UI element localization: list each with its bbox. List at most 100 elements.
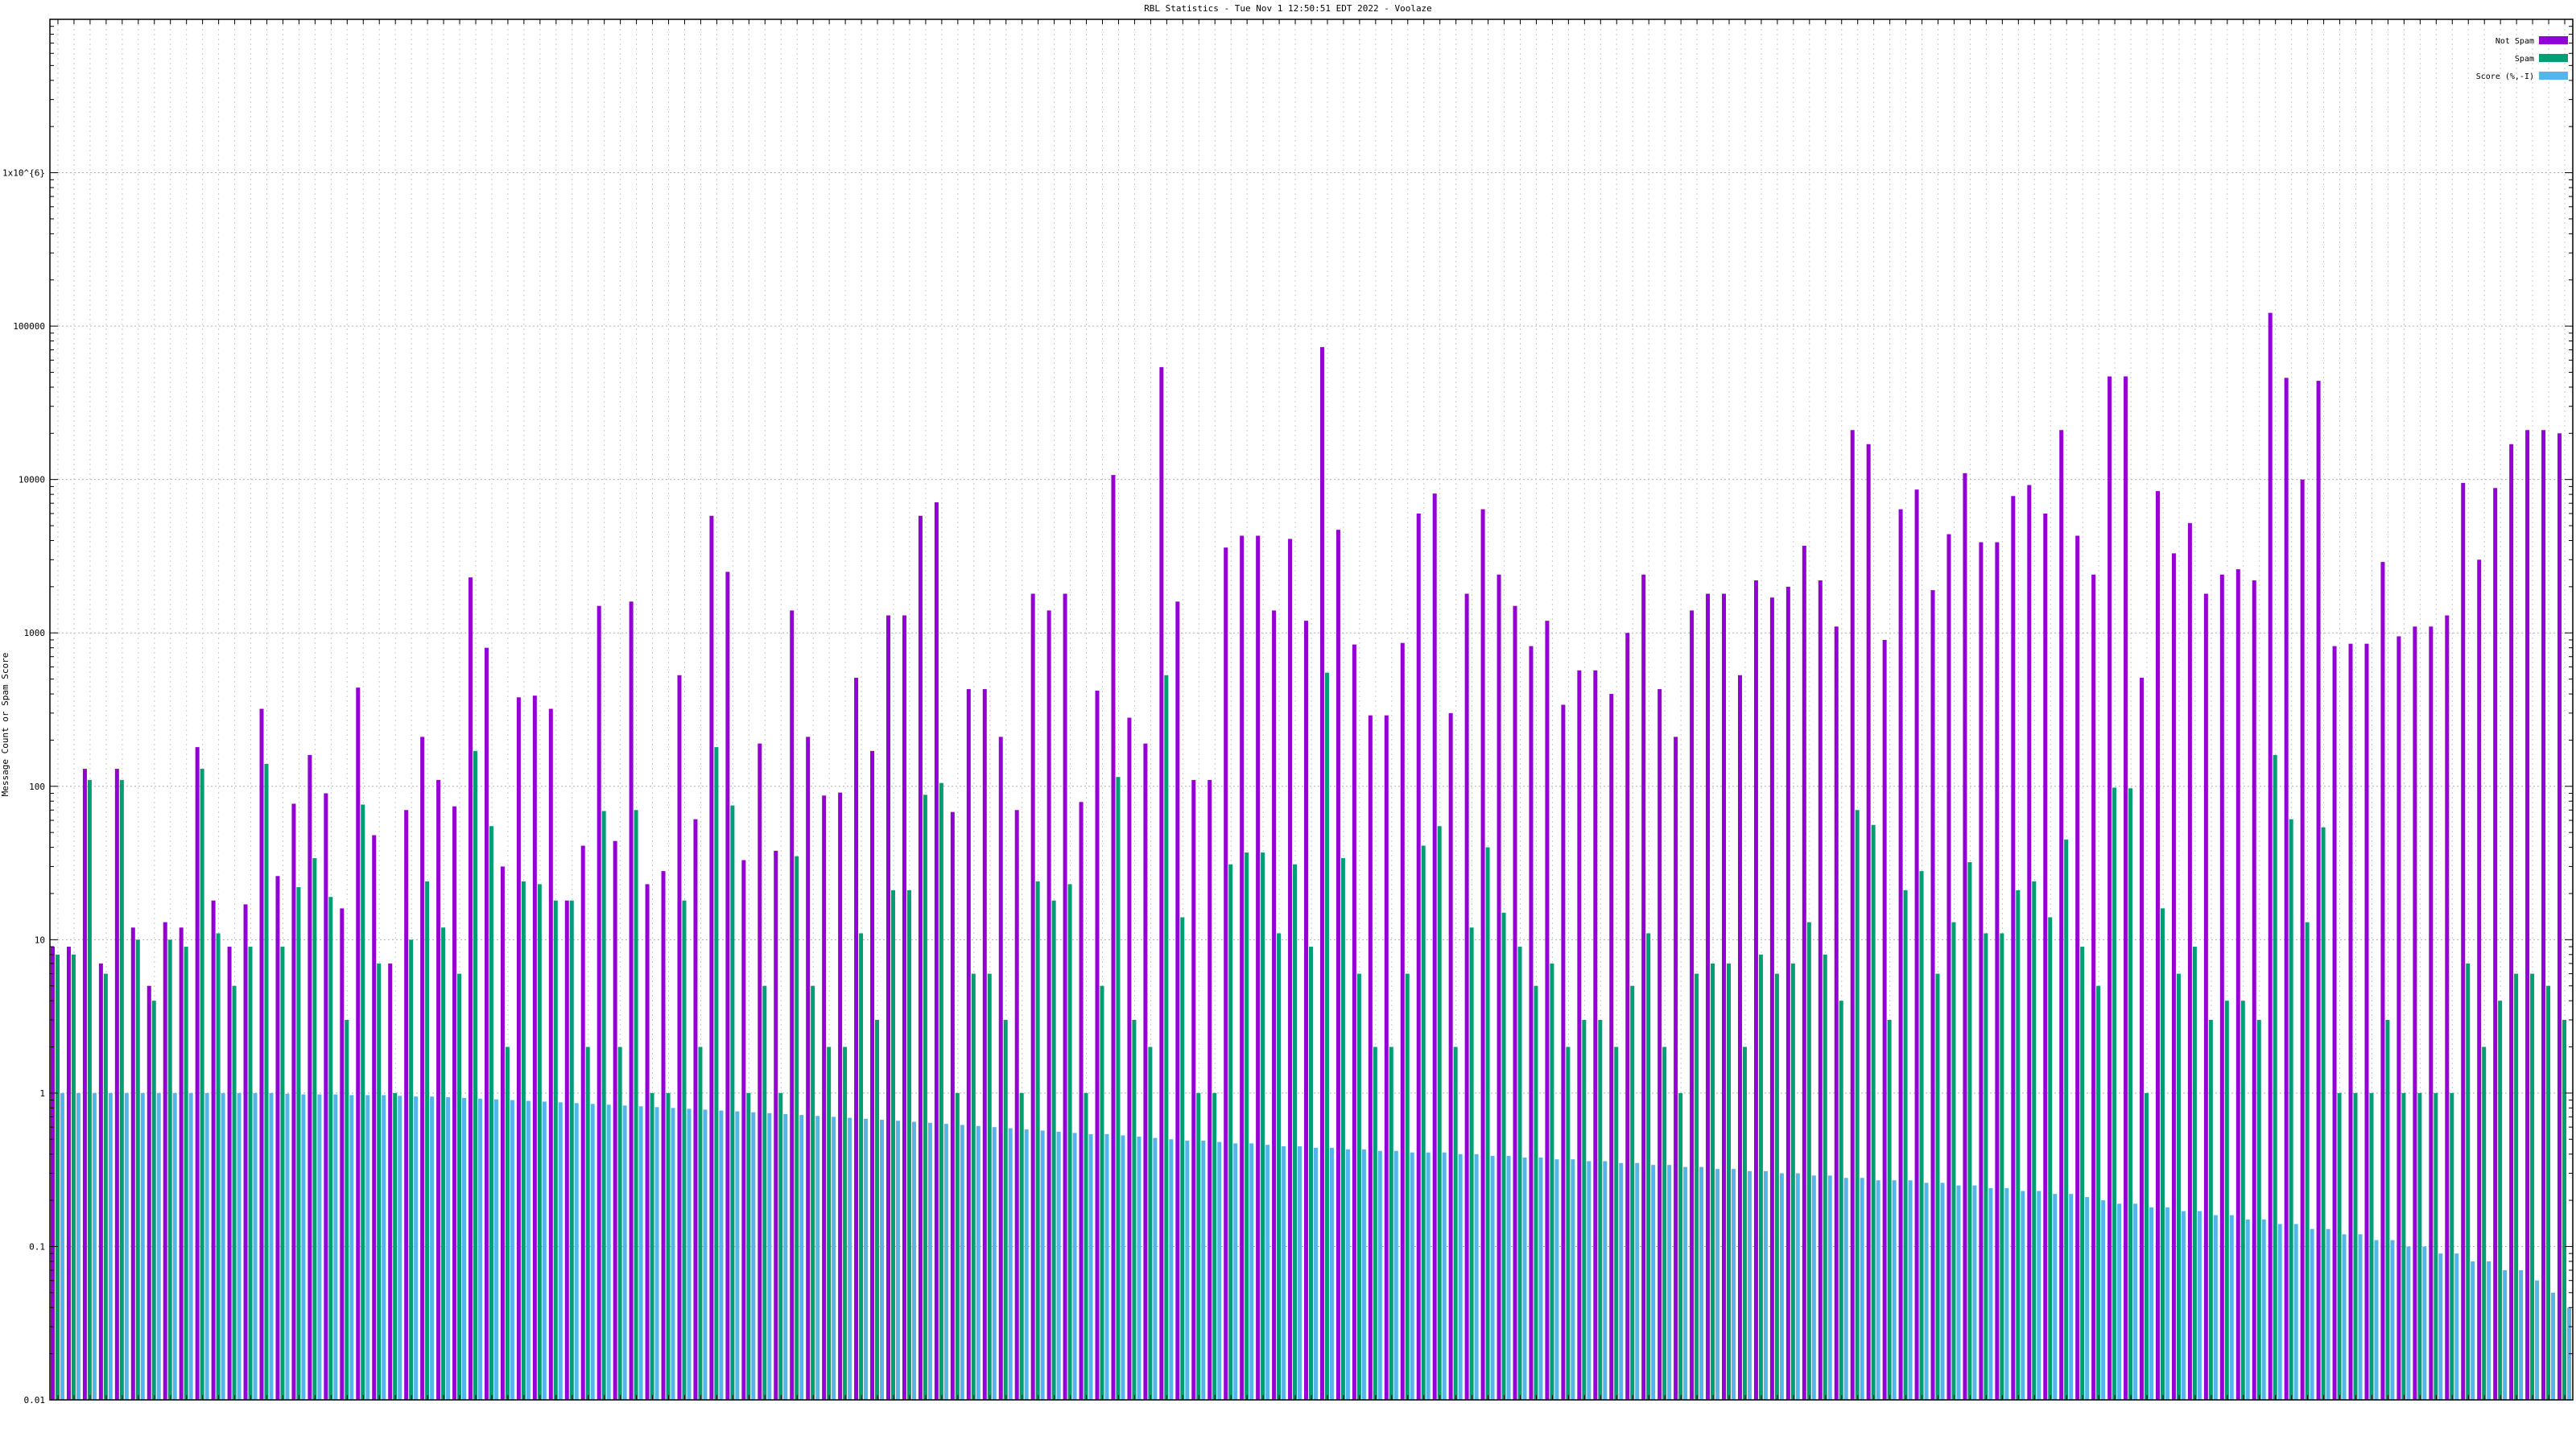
bar-spam (1356, 973, 1361, 1400)
bar-spam (1389, 1046, 1393, 1400)
legend-label: Not Spam (2496, 37, 2534, 46)
bar-spam (473, 750, 477, 1400)
bar-spam (1662, 1046, 1667, 1400)
bar-not-spam (1545, 621, 1550, 1400)
bar-not-spam (452, 806, 457, 1400)
bar-not-spam (1480, 509, 1485, 1401)
bar-not-spam (1143, 743, 1148, 1400)
bar-spam (1695, 973, 1699, 1400)
bar-score-i (719, 1110, 724, 1400)
bar-not-spam (420, 737, 425, 1400)
bar-not-spam (1946, 534, 1951, 1400)
bar-spam (2240, 1001, 2245, 1400)
bar-score-i (542, 1101, 547, 1400)
y-tick-label: 100000 (13, 321, 45, 332)
bar-score-i (895, 1121, 900, 1400)
bar-not-spam (1304, 621, 1309, 1400)
bar-spam (1501, 912, 1506, 1400)
bar-score-i (253, 1092, 258, 1400)
bar-spam (1148, 1046, 1153, 1400)
bar-spam (1277, 933, 1282, 1400)
bar-spam (2176, 973, 2181, 1400)
bar-not-spam (806, 737, 811, 1400)
bar-spam (2224, 1001, 2229, 1400)
bar-spam (795, 856, 799, 1400)
bar-not-spam (1866, 444, 1871, 1400)
bar-score-i (558, 1102, 563, 1400)
bar-score-i (1732, 1169, 1736, 1400)
bar-score-i (76, 1092, 80, 1400)
bar-spam (1469, 927, 1474, 1400)
bar-score-i (2261, 1219, 2266, 1400)
bar-spam (971, 973, 976, 1400)
bar-score-i (1458, 1154, 1463, 1400)
bar-spam (2192, 947, 2197, 1400)
bar-spam (1614, 1046, 1619, 1400)
bar-score-i (992, 1127, 997, 1400)
bar-score-i (735, 1111, 740, 1400)
bar-not-spam (1753, 580, 1758, 1400)
bar-not-spam (2187, 522, 2192, 1400)
bar-spam (457, 973, 462, 1400)
bar-spam (1919, 871, 1924, 1400)
bar-score-i (2422, 1246, 2427, 1400)
bar-spam (2048, 917, 2053, 1400)
y-tick-label: 1x10^{6} (2, 168, 45, 179)
bar-not-spam (1995, 542, 2000, 1400)
bar-not-spam (1030, 593, 1035, 1400)
bar-spam (1582, 1019, 1587, 1400)
bar-score-i (1699, 1166, 1704, 1400)
bar-spam (1984, 933, 1988, 1400)
bar-spam (2208, 1019, 2213, 1400)
bar-score-i (703, 1109, 708, 1400)
bar-score-i (269, 1092, 274, 1400)
y-axis-label: Message Count or Spam Score (0, 653, 10, 797)
bar-spam (377, 963, 382, 1400)
legend-label: Score (%,-I) (2476, 72, 2534, 81)
bar-not-spam (1657, 689, 1662, 1400)
bar-score-i (1249, 1143, 1254, 1400)
bar-not-spam (469, 577, 473, 1400)
bar-not-spam (1368, 715, 1373, 1400)
bar-spam (1180, 917, 1185, 1400)
bar-spam (1164, 675, 1169, 1400)
bar-spam (1517, 947, 1522, 1400)
bar-not-spam (613, 840, 617, 1400)
bar-not-spam (2316, 381, 2321, 1400)
bar-not-spam (1256, 535, 1261, 1401)
bar-score-i (60, 1092, 64, 1400)
bar-score-i (2358, 1234, 2363, 1400)
bar-not-spam (500, 866, 505, 1400)
bar-spam (1758, 954, 1763, 1400)
bar-score-i (1282, 1145, 1286, 1400)
bar-spam (1035, 881, 1040, 1400)
bar-score-i (493, 1099, 498, 1400)
bar-spam (1935, 973, 1940, 1400)
bar-score-i (172, 1092, 177, 1400)
bar-spam (2530, 973, 2535, 1400)
bar-score-i (2085, 1197, 2090, 1400)
bar-not-spam (2124, 376, 2128, 1400)
bar-score-i (349, 1095, 354, 1400)
bar-score-i (1474, 1154, 1479, 1400)
bar-not-spam (2461, 482, 2466, 1400)
bar-score-i (188, 1092, 193, 1400)
bar-not-spam (1159, 367, 1164, 1400)
bar-spam (393, 1092, 398, 1400)
bar-spam (296, 887, 301, 1400)
bar-score-i (2101, 1200, 2106, 1400)
bar-spam (55, 954, 60, 1400)
bar-spam (2000, 933, 2004, 1400)
y-tick-label: 1000 (24, 628, 46, 638)
bar-not-spam (645, 884, 650, 1400)
bar-score-i (1410, 1152, 1414, 1400)
bar-spam (2096, 985, 2101, 1400)
bar-spam (1806, 922, 1811, 1400)
bar-spam (1550, 963, 1554, 1400)
bar-score-i (2133, 1203, 2138, 1400)
bar-spam (585, 1046, 590, 1400)
bar-spam (762, 985, 767, 1400)
bar-score-i (1265, 1145, 1270, 1400)
